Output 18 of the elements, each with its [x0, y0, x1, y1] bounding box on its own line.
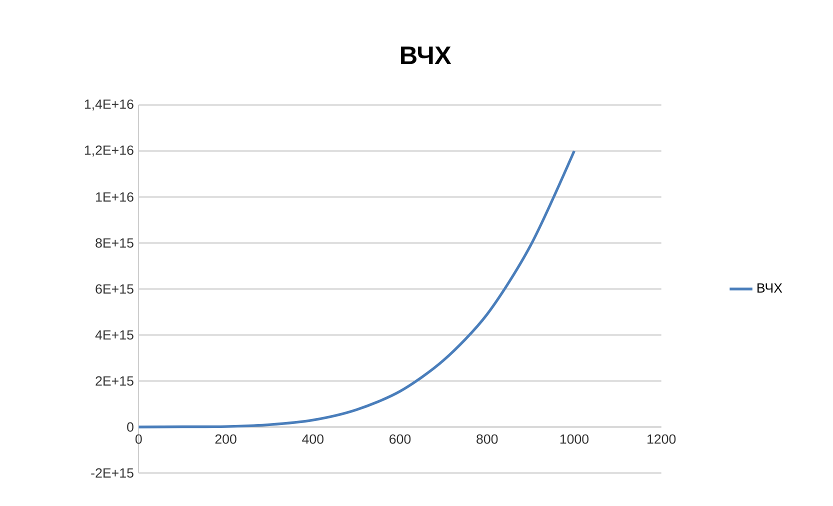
y-tick-label: 1,4E+16	[84, 99, 134, 111]
y-tick-label: 1E+16	[96, 192, 134, 202]
x-tick-label: 200	[215, 434, 236, 444]
x-tick-label: 0	[135, 434, 142, 444]
x-tick-label: 1000	[560, 434, 589, 444]
y-tick-label: 8E+15	[96, 238, 134, 248]
x-tick-label: 1200	[648, 434, 676, 444]
y-tick-label: 2E+15	[96, 376, 134, 386]
y-tick-label: 4E+15	[95, 330, 134, 340]
y-tick-label: 0	[127, 422, 134, 432]
legend-label: ВЧХ	[758, 283, 782, 293]
x-tick-label: 600	[390, 434, 411, 444]
y-tick-label: 1,2E+16	[84, 145, 134, 157]
y-tick-label: 6E+15	[96, 284, 134, 294]
y-tick-label: -2E+15	[91, 468, 134, 478]
chart-title: ВЧХ	[401, 46, 452, 64]
x-tick-label: 800	[476, 434, 498, 444]
x-tick-label: 400	[302, 434, 324, 444]
